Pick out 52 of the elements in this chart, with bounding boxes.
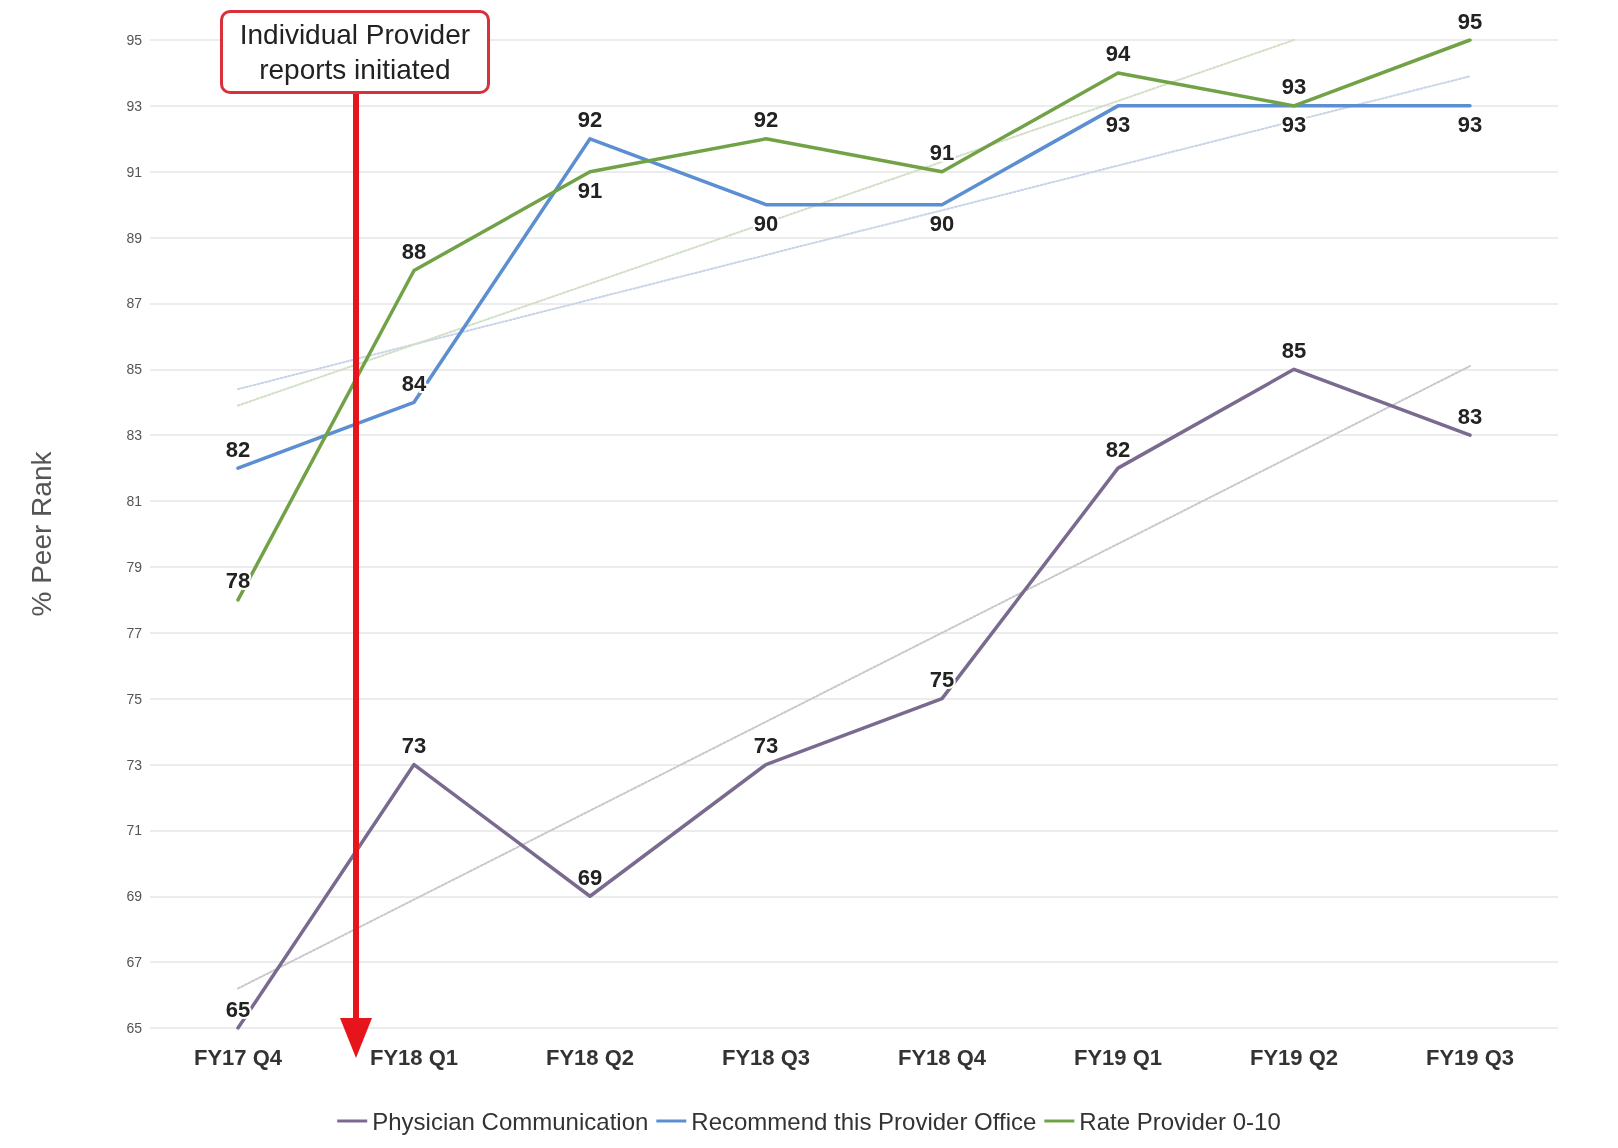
data-label: 75 [929, 667, 955, 693]
data-label: 93 [1281, 74, 1307, 100]
data-label: 85 [1281, 337, 1307, 363]
x-tick-label: FY17 Q4 [193, 1044, 283, 1070]
y-tick-label: 83 [126, 427, 143, 444]
data-label: 93 [1105, 112, 1131, 138]
data-label: 90 [753, 211, 779, 237]
x-tick-label: FY19 Q1 [1073, 1044, 1163, 1070]
legend-label: Physician Communication [372, 1107, 649, 1135]
data-label: 88 [401, 239, 427, 265]
y-tick-label: 73 [126, 756, 143, 773]
data-label: 73 [401, 733, 427, 759]
y-tick-label: 81 [126, 493, 143, 510]
y-tick-label: 69 [126, 888, 143, 905]
y-tick-label: 95 [126, 32, 143, 48]
data-label: 83 [1457, 403, 1483, 429]
y-axis-title: % Peer Rank [25, 450, 57, 617]
legend-label: Rate Provider 0-10 [1079, 1107, 1281, 1135]
x-tick-label: FY18 Q2 [545, 1044, 635, 1070]
data-label: 69 [577, 864, 603, 890]
annotation: Individual Provider reports initiated [219, 10, 490, 94]
data-label: 65 [225, 996, 251, 1022]
data-label: 82 [225, 436, 251, 462]
data-label: 95 [1457, 8, 1483, 34]
legend-label: Recommend this Provider Office [691, 1107, 1037, 1135]
y-tick-label: 65 [126, 1020, 143, 1036]
data-label: 93 [1457, 112, 1483, 138]
x-tick-label: FY19 Q3 [1425, 1044, 1515, 1070]
x-tick-label: FY19 Q2 [1249, 1044, 1339, 1070]
data-label: 94 [1105, 41, 1131, 67]
data-label: 90 [929, 211, 955, 237]
x-tick-label: FY18 Q3 [721, 1044, 811, 1070]
y-tick-label: 89 [126, 229, 143, 246]
data-label: 82 [1105, 436, 1131, 462]
y-tick-label: 87 [126, 295, 143, 312]
data-label: 92 [753, 107, 779, 133]
y-tick-label: 77 [126, 624, 143, 641]
y-tick-label: 67 [126, 954, 143, 971]
data-label: 91 [929, 140, 955, 166]
y-tick-label: 79 [126, 558, 143, 575]
data-label: 73 [753, 733, 779, 759]
data-label: 84 [401, 370, 427, 396]
x-tick-label: FY18 Q4 [897, 1044, 987, 1070]
x-tick-label: FY18 Q1 [369, 1044, 459, 1070]
y-tick-label: 91 [126, 163, 143, 180]
y-tick-label: 85 [126, 361, 143, 378]
y-tick-label: 93 [126, 97, 143, 114]
y-tick-label: 71 [126, 822, 143, 839]
data-label: 91 [577, 178, 603, 204]
data-label: 93 [1281, 112, 1307, 138]
data-label: 92 [577, 107, 603, 133]
y-tick-label: 75 [126, 690, 143, 707]
